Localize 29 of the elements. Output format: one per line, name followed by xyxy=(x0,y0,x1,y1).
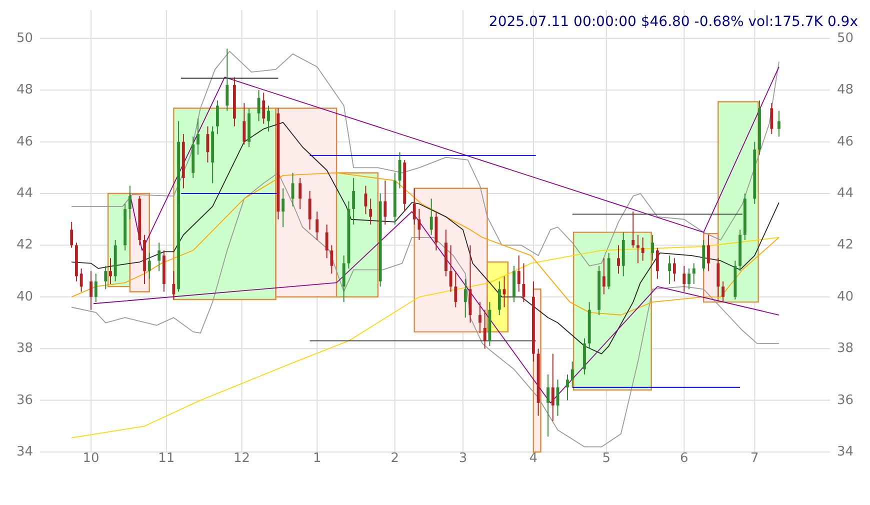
y2-tick-label: 44 xyxy=(837,186,854,202)
y-tick-label: 38 xyxy=(16,341,33,356)
y2-tick-label: 36 xyxy=(837,392,854,408)
chart-title: 2025.07.11 00:00:00 $46.80 -0.68% vol:175.7K 0.9x xyxy=(488,14,858,30)
x-tick-label: 10 xyxy=(82,450,100,466)
x-tick-label: 7 xyxy=(750,450,759,466)
x-tick-label: 5 xyxy=(602,450,611,466)
y2-tick-label: 40 xyxy=(837,289,854,304)
y-tick-label: 50 xyxy=(16,30,33,46)
x-tick-label: 4 xyxy=(529,450,538,466)
x-tick-label: 1 xyxy=(312,450,322,466)
x-tick-label: 12 xyxy=(233,450,250,466)
y-tick-label: 44 xyxy=(16,186,33,202)
y2-tick-label: 46 xyxy=(837,134,854,150)
y-tick-label: 40 xyxy=(16,289,33,304)
y2-tick-label: 42 xyxy=(837,238,854,253)
y2-tick-label: 38 xyxy=(837,341,854,356)
y-tick-label: 36 xyxy=(16,392,33,408)
x-tick-label: 6 xyxy=(680,450,688,466)
y2-tick-label: 34 xyxy=(837,444,854,460)
y2-tick-label: 48 xyxy=(837,82,854,98)
y2-tick-label: 50 xyxy=(837,30,854,46)
x-tick-label: 11 xyxy=(158,450,175,466)
x-tick-label: 2 xyxy=(390,450,400,466)
y-tick-label: 34 xyxy=(16,444,33,460)
y-tick-label: 42 xyxy=(16,238,33,253)
x-tick-label: 3 xyxy=(458,450,468,466)
y-tick-label: 46 xyxy=(16,134,33,150)
y-tick-label: 48 xyxy=(16,82,33,98)
